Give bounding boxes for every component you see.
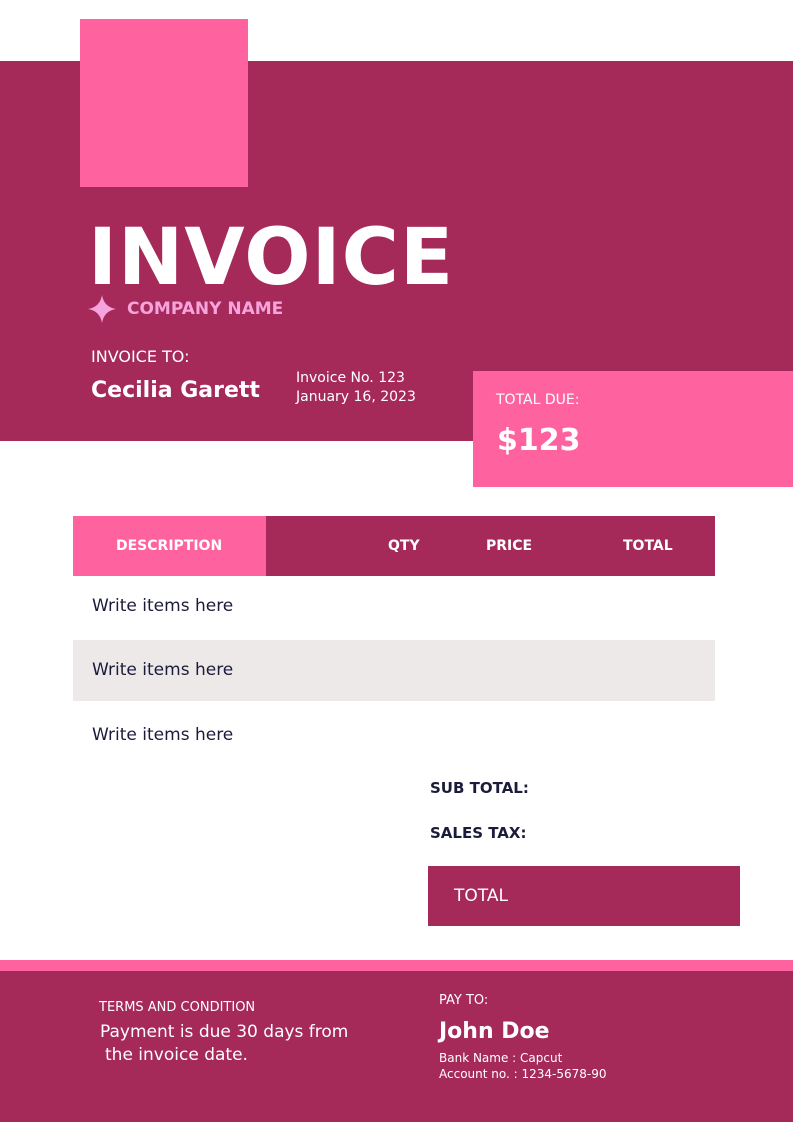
item-description: Write items here — [92, 660, 234, 680]
sales-tax-label: SALES TAX: — [430, 824, 527, 842]
account-number: Account no. : 1234-5678-90 — [439, 1067, 607, 1081]
terms-line2: the invoice date. — [105, 1045, 248, 1065]
item-description: Write items here — [92, 596, 234, 616]
item-description: Write items here — [92, 725, 234, 745]
total-box: TOTAL — [428, 866, 740, 926]
star-icon — [88, 295, 116, 323]
header-total: TOTAL — [623, 538, 673, 554]
total-due-box: TOTAL DUE: $123 — [473, 371, 793, 487]
terms-label: TERMS AND CONDITION — [99, 1000, 256, 1015]
header-description: DESCRIPTION — [116, 538, 223, 554]
invoice-title: INVOICE — [88, 213, 455, 303]
total-label: TOTAL — [454, 886, 508, 906]
pay-to-label: PAY TO: — [439, 993, 489, 1008]
table-row: Write items here — [73, 576, 715, 640]
invoice-to-label: INVOICE TO: — [91, 347, 190, 366]
bank-name: Bank Name : Capcut — [439, 1051, 563, 1065]
table-row: Write items here — [73, 701, 715, 765]
table-row: Write items here — [73, 640, 715, 701]
subtotal-label: SUB TOTAL: — [430, 779, 529, 797]
client-name: Cecilia Garett — [91, 378, 260, 403]
table-header: DESCRIPTION QTY PRICE TOTAL — [73, 516, 715, 576]
footer: TERMS AND CONDITION Payment is due 30 da… — [0, 971, 793, 1122]
header-price: PRICE — [486, 538, 533, 554]
terms-line1: Payment is due 30 days from — [100, 1022, 349, 1042]
total-due-label: TOTAL DUE: — [496, 392, 580, 408]
invoice-number: Invoice No. 123 — [296, 370, 405, 386]
description-header-cell — [73, 516, 266, 576]
total-due-amount: $123 — [497, 423, 581, 458]
footer-stripe — [0, 960, 793, 971]
payee-name: John Doe — [439, 1019, 550, 1044]
header-qty: QTY — [388, 538, 420, 554]
company-name: COMPANY NAME — [127, 299, 284, 319]
logo-square — [80, 19, 248, 187]
invoice-date: January 16, 2023 — [296, 389, 416, 405]
